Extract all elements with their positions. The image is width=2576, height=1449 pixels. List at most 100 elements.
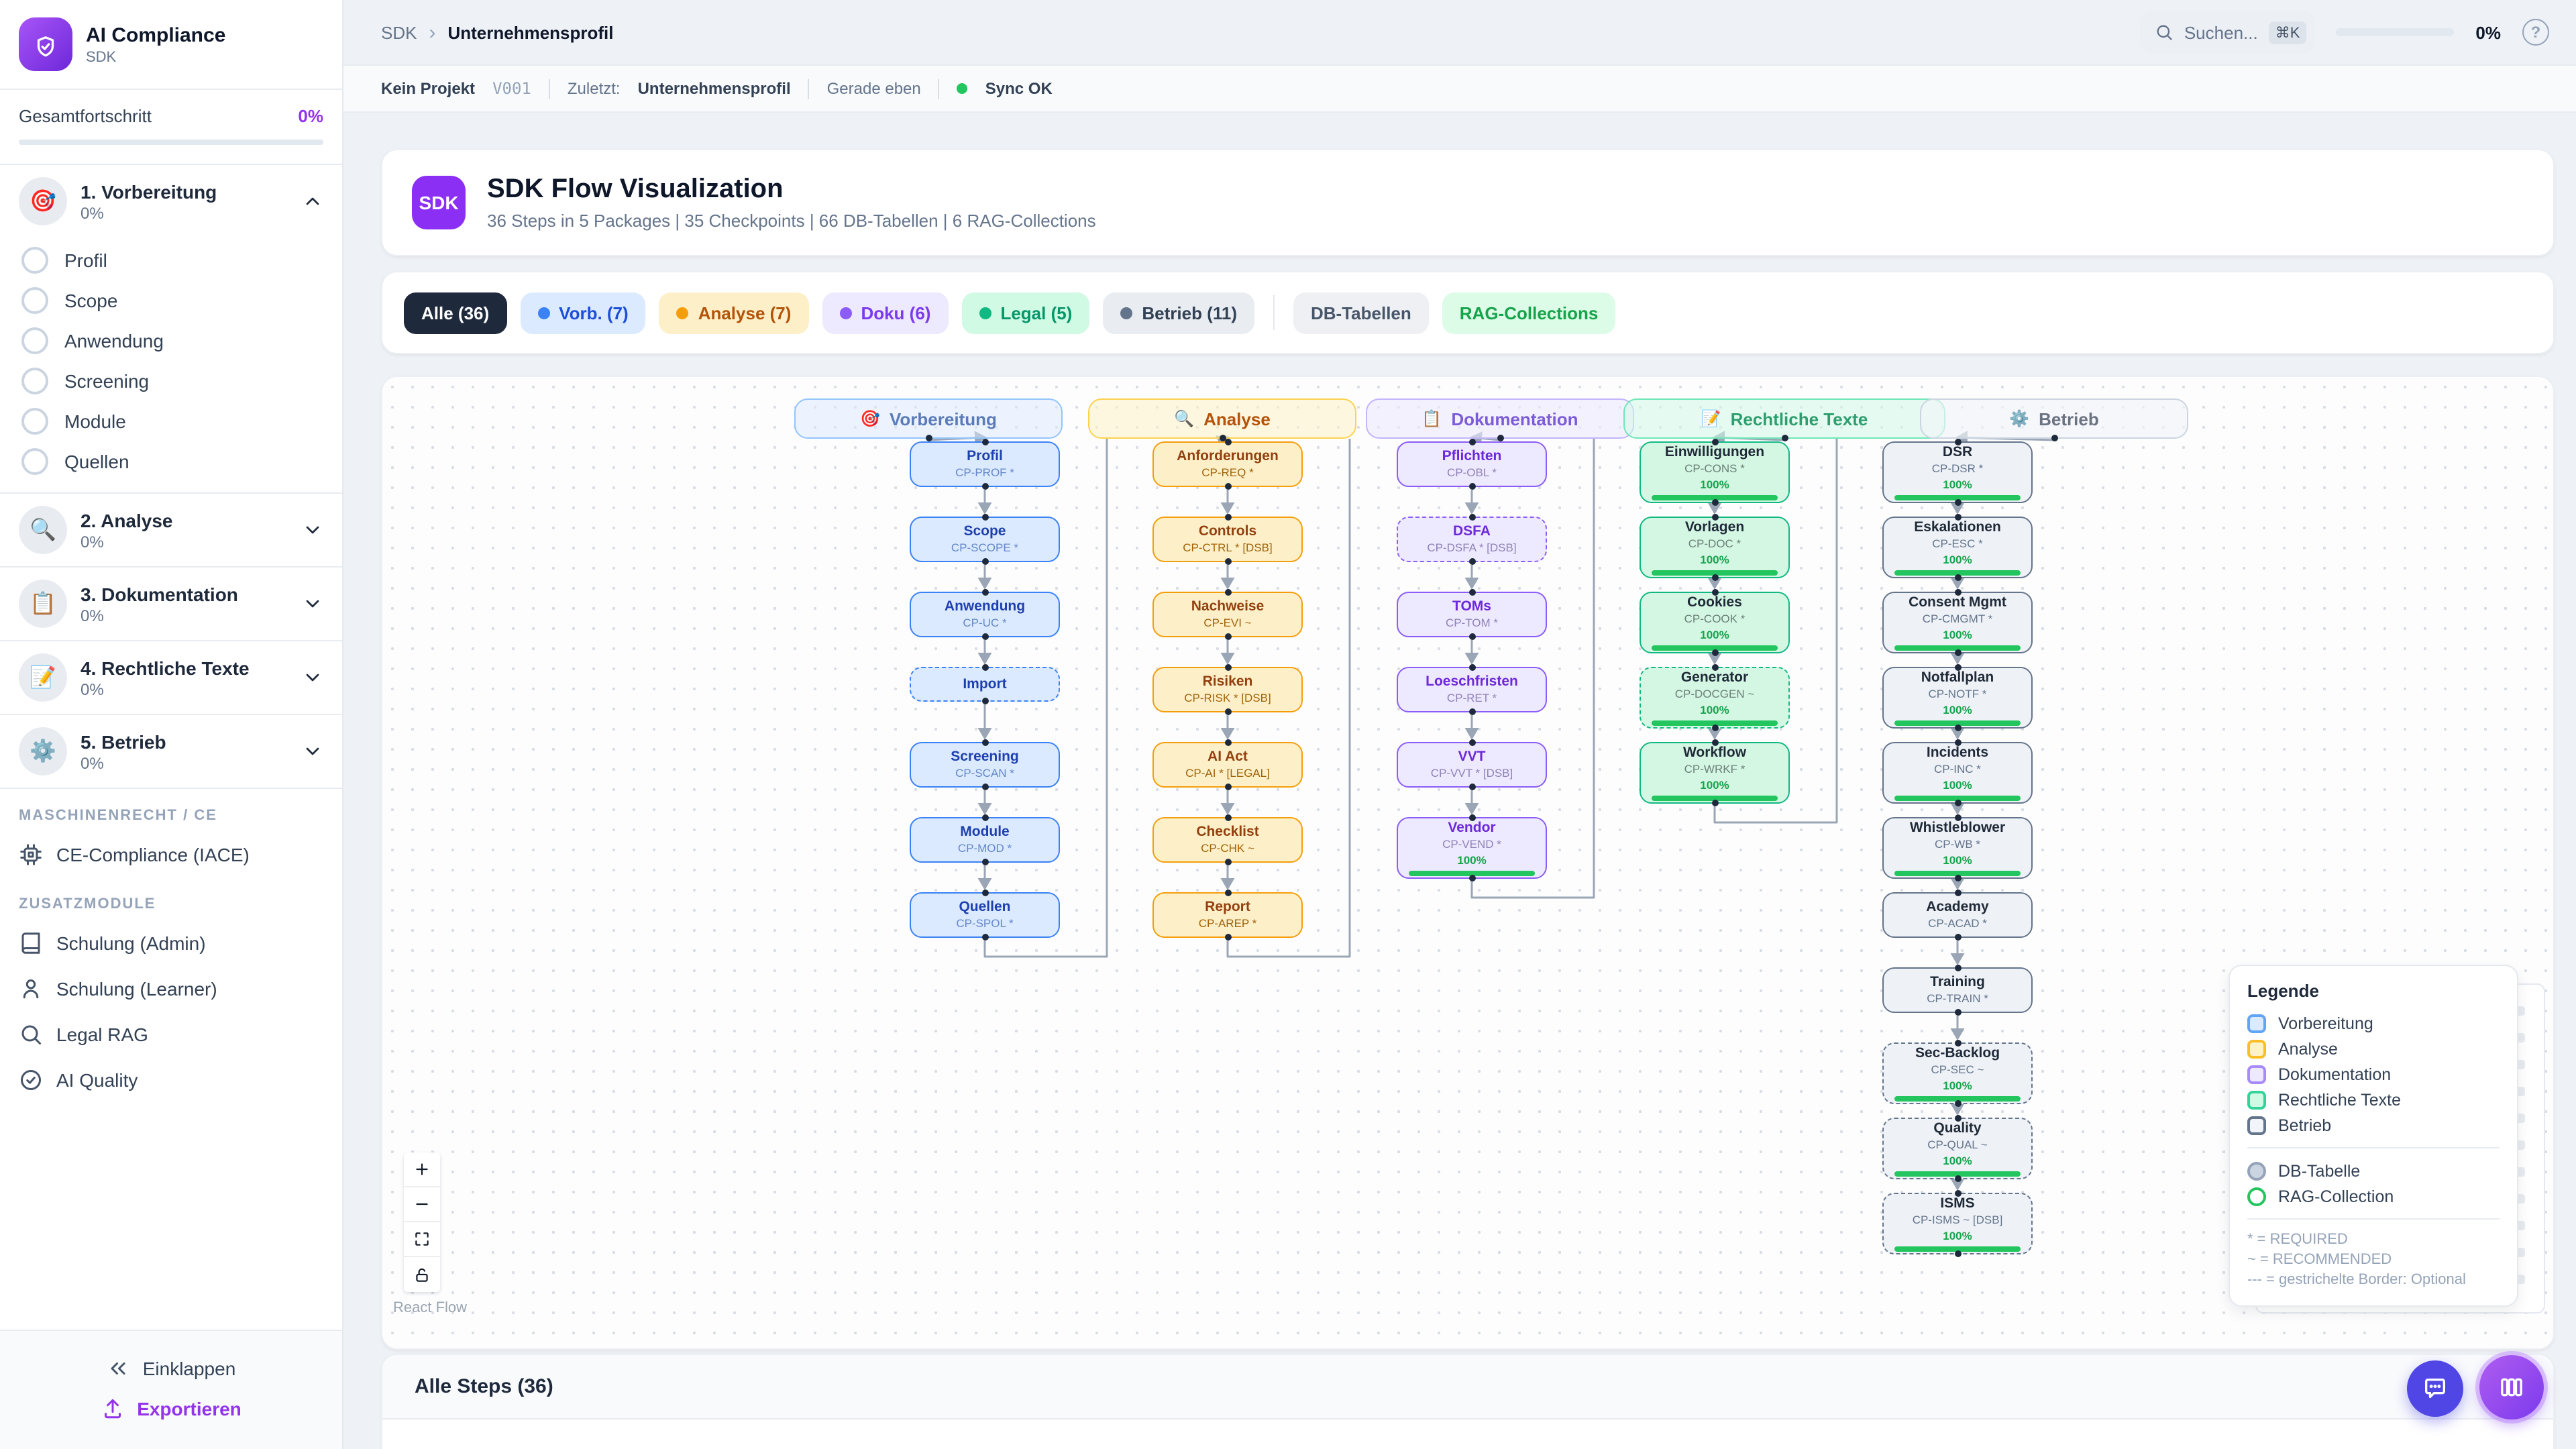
sidebar-item-screening[interactable]: Screening [0, 361, 342, 401]
filter-chip-alle--36-[interactable]: Alle (36) [404, 292, 507, 333]
sidebar-item-schulung--admin-[interactable]: Schulung (Admin) [0, 920, 342, 966]
flow-node-vendor[interactable]: Vendor CP-VEND * 100% [1397, 814, 1547, 881]
flow-node-toms[interactable]: TOMs CP-TOM * [1397, 589, 1547, 640]
page-title: SDK Flow Visualization [487, 174, 784, 204]
filter-chip-analyse--7-[interactable]: Analyse (7) [659, 292, 809, 333]
sidebar-section-analyse[interactable]: 🔍 2. Analyse 0% [0, 494, 342, 566]
flow-node-whistleblower[interactable]: Whistleblower CP-WB * 100% [1882, 814, 2033, 881]
flow-node-workflow[interactable]: Workflow CP-WRKF * 100% [1640, 739, 1790, 806]
filter-chip-doku--6-[interactable]: Doku (6) [822, 292, 949, 333]
flow-node-anforderungen[interactable]: Anforderungen CP-REQ * [1152, 439, 1303, 490]
sidebar-section-rechtlichetexte[interactable]: 📝 4. Rechtliche Texte 0% [0, 641, 342, 714]
search-input[interactable]: Suchen... ⌘K [2139, 11, 2315, 54]
flow-node-consent-mgmt[interactable]: Consent Mgmt CP-CMGMT * 100% [1882, 589, 2033, 656]
filter-chip-vorb---7-[interactable]: Vorb. (7) [520, 292, 646, 333]
sidebar-item-ai-quality[interactable]: AI Quality [0, 1057, 342, 1103]
flow-node-module[interactable]: Module CP-MOD * [910, 814, 1060, 865]
legend-title: Legende [2247, 981, 2319, 1001]
flow-node-vorlagen[interactable]: Vorlagen CP-DOC * 100% [1640, 514, 1790, 581]
lock-toggle-button[interactable] [404, 1257, 440, 1292]
sidebar-item-scope[interactable]: Scope [0, 280, 342, 321]
chat-button[interactable] [2407, 1360, 2463, 1417]
legend-item: DB-Tabelle [2247, 1158, 2500, 1183]
machine-section-header: MASCHINENRECHT / CE [19, 808, 217, 824]
sidebar-item-schulung--learner-[interactable]: Schulung (Learner) [0, 966, 342, 1012]
flow-node-dsfa[interactable]: DSFA CP-DSFA * [DSB] [1397, 514, 1547, 565]
zoom-in-button[interactable] [404, 1152, 440, 1187]
filter-chip-db-tabellen[interactable]: DB-Tabellen [1293, 292, 1429, 333]
legend-swatch [2247, 1090, 2266, 1109]
flow-node-einwilligungen[interactable]: Einwilligungen CP-CONS * 100% [1640, 439, 1790, 506]
flow-controls [404, 1152, 440, 1292]
filter-chip-rag-collections[interactable]: RAG-Collections [1442, 292, 1616, 333]
flow-node-vvt[interactable]: VVT CP-VVT * [DSB] [1397, 739, 1547, 790]
flow-node-quellen[interactable]: Quellen CP-SPOL * [910, 890, 1060, 941]
sync-status-dot [957, 83, 968, 94]
columns-panel-button[interactable] [2479, 1355, 2544, 1419]
flow-column-header-dokumentation[interactable]: 📋 Dokumentation [1366, 398, 1634, 441]
sidebar-item-module[interactable]: Module [0, 401, 342, 441]
flow-node-loeschfristen[interactable]: Loeschfristen CP-RET * [1397, 664, 1547, 715]
sidebar-section-betrieb[interactable]: ⚙️ 5. Betrieb 0% [0, 715, 342, 788]
search-placeholder: Suchen... [2184, 22, 2258, 42]
flow-node-controls[interactable]: Controls CP-CTRL * [DSB] [1152, 514, 1303, 565]
flow-node-ai-act[interactable]: AI Act CP-AI * [LEGAL] [1152, 739, 1303, 790]
flow-node-sec-backlog[interactable]: Sec-Backlog CP-SEC ~100% [1882, 1040, 2033, 1107]
flow-node-academy[interactable]: Academy CP-ACAD * [1882, 890, 2033, 941]
export-button[interactable]: Exportieren [0, 1389, 342, 1429]
sidebar-item-legal-rag[interactable]: Legal RAG [0, 1012, 342, 1057]
flow-node-generator[interactable]: Generator CP-DOCGEN ~100% [1640, 664, 1790, 731]
sidebar-item-quellen[interactable]: Quellen [0, 441, 342, 482]
color-dot [537, 307, 550, 319]
flow-canvas[interactable]: 🎯 Vorbereitung Profil CP-PROF * Scope CP-SCOP… [381, 376, 2555, 1350]
sync-status: Sync OK [985, 79, 1053, 98]
flow-column-header-analyse[interactable]: 🔍 Analyse [1088, 398, 1356, 441]
help-button[interactable]: ? [2522, 19, 2549, 46]
fit-view-button[interactable] [404, 1222, 440, 1257]
flow-column-header-betrieb[interactable]: ⚙️ Betrieb [1920, 398, 2188, 441]
breadcrumb-root[interactable]: SDK [381, 22, 417, 42]
zoom-out-button[interactable] [404, 1187, 440, 1222]
sidebar-item-ce-compliance[interactable]: CE-Compliance (IACE) [0, 832, 342, 877]
flow-node-training[interactable]: Training CP-TRAIN * [1882, 965, 2033, 1016]
collapse-sidebar-button[interactable]: Einklappen [0, 1348, 342, 1389]
flow-node-incidents[interactable]: Incidents CP-INC * 100% [1882, 739, 2033, 806]
color-dot [676, 307, 689, 319]
flow-node-profil[interactable]: Profil CP-PROF * [910, 439, 1060, 490]
flow-node-cookies[interactable]: Cookies CP-COOK * 100% [1640, 589, 1790, 656]
flow-node-report[interactable]: Report CP-AREP * [1152, 890, 1303, 941]
filter-chip-betrieb--11-[interactable]: Betrieb (11) [1103, 292, 1254, 333]
flow-node-scope[interactable]: Scope CP-SCOPE * [910, 514, 1060, 565]
flow-node-isms[interactable]: ISMS CP-ISMS ~ [DSB] 100% [1882, 1190, 2033, 1257]
flow-column-header-rechtliche-texte[interactable]: 📝 Rechtliche Texte [1623, 398, 1945, 441]
status-circle-icon [21, 368, 48, 394]
divider [1273, 295, 1275, 330]
flow-node-eskalationen[interactable]: Eskalationen CP-ESC * 100% [1882, 514, 2033, 581]
flow-column-header-vorbereitung[interactable]: 🎯 Vorbereitung [794, 398, 1063, 441]
sidebar-section-dokumentation[interactable]: 📋 3. Dokumentation 0% [0, 568, 342, 640]
sidebar-section-vorbereitung[interactable]: 🎯 1. Vorbereitung 0% [0, 165, 342, 237]
cpu-icon [19, 843, 43, 867]
node-progress-bar [1651, 796, 1778, 801]
flow-node-nachweise[interactable]: Nachweise CP-EVI ~ [1152, 589, 1303, 640]
flow-node-dsr[interactable]: DSR CP-DSR * 100% [1882, 439, 2033, 506]
node-progress-bar [1651, 645, 1778, 651]
sidebar-item-anwendung[interactable]: Anwendung [0, 321, 342, 361]
chevron-down-icon [302, 519, 323, 541]
breadcrumb: SDK › Unternehmensprofil [381, 21, 614, 44]
flow-node-quality[interactable]: Quality CP-QUAL ~100% [1882, 1115, 2033, 1182]
legend-circle-swatch [2247, 1161, 2266, 1180]
flow-node-checklist[interactable]: Checklist CP-CHK ~ [1152, 814, 1303, 865]
column-emoji-icon: 🎯 [860, 409, 880, 428]
flow-node-notfallplan[interactable]: Notfallplan CP-NOTF * 100% [1882, 664, 2033, 731]
flow-node-import[interactable]: Import [910, 664, 1060, 704]
flow-node-pflichten[interactable]: Pflichten CP-OBL * [1397, 439, 1547, 490]
filter-chip-legal--5-[interactable]: Legal (5) [961, 292, 1090, 333]
flow-node-risiken[interactable]: Risiken CP-RISK * [DSB] [1152, 664, 1303, 715]
flow-node-screening[interactable]: Screening CP-SCAN * [910, 739, 1060, 790]
search-icon [2155, 23, 2174, 42]
sidebar-item-profil[interactable]: Profil [0, 240, 342, 280]
columns-icon [2498, 1374, 2525, 1401]
flow-node-anwendung[interactable]: Anwendung CP-UC * [910, 589, 1060, 640]
